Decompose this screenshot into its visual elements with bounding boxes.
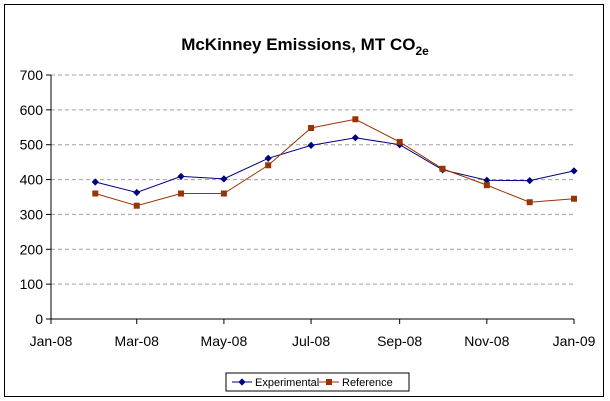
data-point-reference bbox=[439, 165, 446, 172]
data-point-reference bbox=[352, 116, 359, 123]
series-line-experimental bbox=[95, 137, 575, 193]
chart-title-main: McKinney Emissions, MT CO bbox=[181, 35, 415, 54]
x-tick-label: Jan-09 bbox=[553, 333, 596, 349]
data-point-experimental bbox=[177, 172, 185, 181]
y-tick-label: 200 bbox=[20, 241, 44, 257]
data-point-experimental bbox=[570, 167, 578, 175]
x-tick-label: Jan-08 bbox=[30, 333, 73, 349]
data-point-reference bbox=[133, 202, 140, 209]
series-group bbox=[91, 116, 578, 209]
axes bbox=[50, 75, 574, 320]
gridlines bbox=[51, 74, 574, 285]
data-point-experimental bbox=[307, 141, 315, 150]
data-point-reference bbox=[178, 190, 185, 197]
data-point-experimental bbox=[351, 134, 359, 142]
y-tick-label: 400 bbox=[20, 172, 44, 188]
y-tick-label: 600 bbox=[20, 102, 44, 118]
chart-title-subscript: 2e bbox=[415, 44, 429, 58]
data-point-reference bbox=[396, 138, 403, 145]
data-point-experimental bbox=[526, 177, 534, 185]
data-point-experimental bbox=[483, 176, 491, 184]
x-tick-label: Nov-08 bbox=[464, 333, 509, 349]
data-point-reference bbox=[571, 195, 577, 202]
legend-box bbox=[225, 372, 410, 392]
y-tick-label: 300 bbox=[20, 206, 44, 222]
y-tick-label: 0 bbox=[35, 311, 43, 327]
chart-frame bbox=[4, 4, 604, 397]
y-tick-label: 100 bbox=[20, 276, 44, 292]
chart-title: McKinney Emissions, MT CO2e bbox=[181, 35, 429, 58]
data-point-reference bbox=[220, 190, 227, 197]
data-point-reference bbox=[265, 162, 272, 169]
legend-label-experimental: Experimental bbox=[255, 377, 319, 389]
x-tick-label: Mar-08 bbox=[115, 333, 160, 349]
data-point-reference bbox=[92, 190, 99, 197]
x-tick-label: May-08 bbox=[201, 333, 248, 349]
series-line-reference bbox=[95, 118, 575, 207]
data-point-reference bbox=[526, 199, 533, 206]
data-point-reference bbox=[483, 182, 490, 189]
data-point-experimental bbox=[220, 175, 228, 183]
legend: Experimental Reference bbox=[225, 372, 410, 392]
x-axis-ticks: Jan-08 Mar-08 May-08 Jul-08 Sep-08 Nov-08 Jan-… bbox=[30, 319, 596, 349]
legend-label-reference: Reference bbox=[342, 377, 393, 389]
y-tick-label: 700 bbox=[20, 67, 44, 83]
x-tick-label: Sep-08 bbox=[377, 333, 422, 349]
x-tick-label: Jul-08 bbox=[292, 333, 330, 349]
data-point-experimental bbox=[91, 178, 99, 186]
legend-marker-reference bbox=[326, 379, 332, 385]
data-point-experimental bbox=[133, 188, 141, 197]
y-axis-ticks: 0 100 200 300 400 500 600 700 bbox=[20, 67, 51, 327]
y-tick-label: 500 bbox=[20, 137, 44, 153]
data-point-experimental bbox=[264, 154, 272, 162]
legend-marker-experimental bbox=[238, 378, 246, 386]
data-point-reference bbox=[308, 124, 315, 131]
